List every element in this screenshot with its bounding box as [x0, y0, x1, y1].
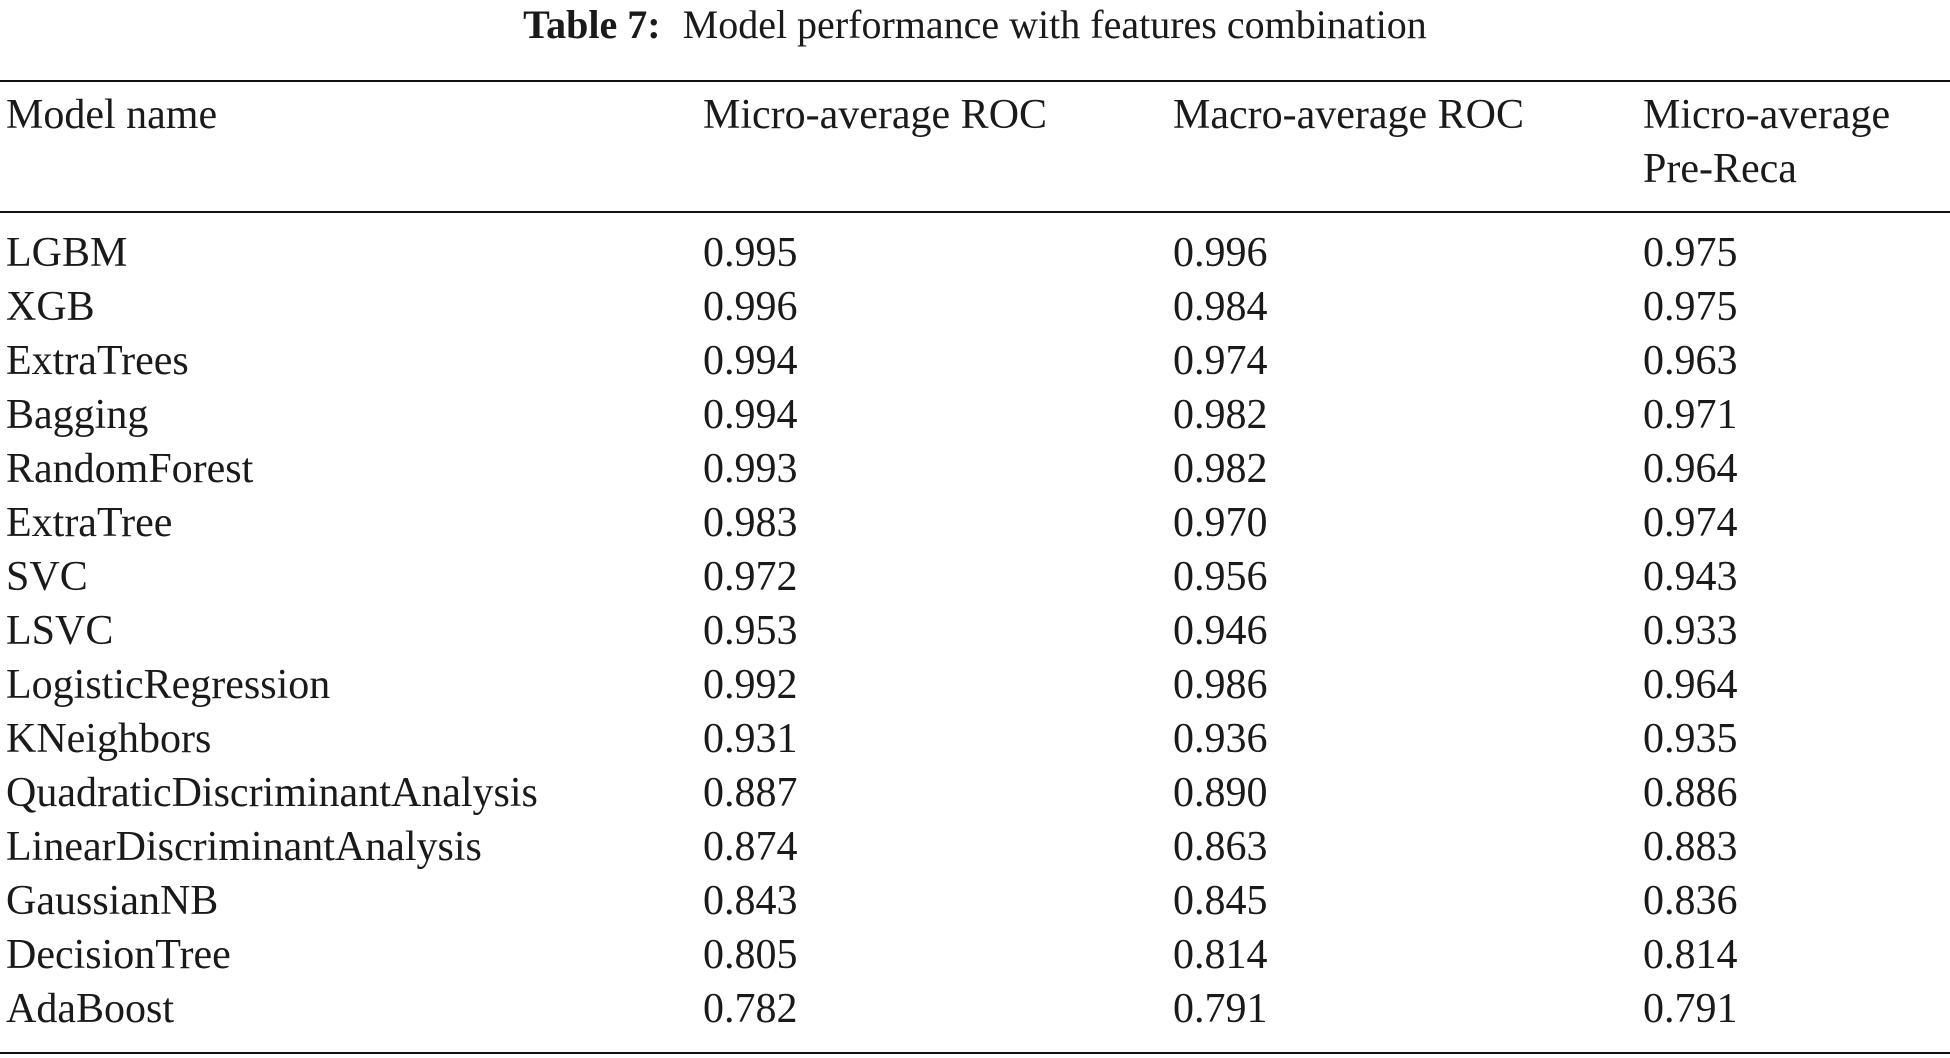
micro-pre-reca-cell: 0.963	[1643, 338, 1738, 384]
table-row: GaussianNB 0.843 0.845 0.836	[0, 874, 1950, 928]
micro-roc-cell: 0.994	[703, 392, 798, 438]
caption-text: Model performance with features combinat…	[682, 2, 1427, 47]
micro-roc-cell: 0.782	[703, 986, 798, 1032]
micro-roc-cell: 0.953	[703, 608, 798, 654]
header-micro-average-pre-reca-line1: Micro-average	[1643, 92, 1891, 138]
micro-roc-cell: 0.995	[703, 230, 798, 276]
micro-roc-cell: 0.992	[703, 662, 798, 708]
micro-roc-cell: 0.993	[703, 446, 798, 492]
model-name-cell: LinearDiscriminantAnalysis	[6, 824, 482, 870]
model-name-cell: ExtraTree	[6, 500, 173, 546]
micro-roc-cell: 0.887	[703, 770, 798, 816]
micro-pre-reca-cell: 0.791	[1643, 986, 1738, 1032]
macro-roc-cell: 0.936	[1173, 716, 1268, 762]
caption-label: Table 7:	[523, 2, 661, 47]
table-row: LGBM 0.995 0.996 0.975	[0, 226, 1950, 280]
micro-pre-reca-cell: 0.975	[1643, 284, 1738, 330]
table-row: AdaBoost 0.782 0.791 0.791	[0, 982, 1950, 1036]
macro-roc-cell: 0.996	[1173, 230, 1268, 276]
table-row: ExtraTree 0.983 0.970 0.974	[0, 496, 1950, 550]
table-row: Bagging 0.994 0.982 0.971	[0, 388, 1950, 442]
model-name-cell: GaussianNB	[6, 878, 219, 924]
micro-roc-cell: 0.843	[703, 878, 798, 924]
header-model-name: Model name	[6, 92, 218, 138]
micro-pre-reca-cell: 0.935	[1643, 716, 1738, 762]
macro-roc-cell: 0.982	[1173, 446, 1268, 492]
table-top-rule	[0, 80, 1950, 82]
model-name-cell: LSVC	[6, 608, 114, 654]
table-bottom-rule	[0, 1052, 1950, 1054]
micro-roc-cell: 0.983	[703, 500, 798, 546]
macro-roc-cell: 0.982	[1173, 392, 1268, 438]
table-row: LSVC 0.953 0.946 0.933	[0, 604, 1950, 658]
macro-roc-cell: 0.890	[1173, 770, 1268, 816]
micro-pre-reca-cell: 0.974	[1643, 500, 1738, 546]
table-header-rule	[0, 211, 1950, 213]
model-name-cell: SVC	[6, 554, 88, 600]
macro-roc-cell: 0.986	[1173, 662, 1268, 708]
table-row: LinearDiscriminantAnalysis 0.874 0.863 0…	[0, 820, 1950, 874]
micro-roc-cell: 0.931	[703, 716, 798, 762]
table-caption: Table 7: Model performance with features …	[0, 0, 1950, 50]
micro-pre-reca-cell: 0.883	[1643, 824, 1738, 870]
macro-roc-cell: 0.956	[1173, 554, 1268, 600]
micro-pre-reca-cell: 0.964	[1643, 446, 1738, 492]
model-name-cell: ExtraTrees	[6, 338, 189, 384]
micro-roc-cell: 0.994	[703, 338, 798, 384]
table-row: ExtraTrees 0.994 0.974 0.963	[0, 334, 1950, 388]
header-macro-average-roc: Macro-average ROC	[1173, 92, 1525, 138]
table-row: DecisionTree 0.805 0.814 0.814	[0, 928, 1950, 982]
micro-pre-reca-cell: 0.886	[1643, 770, 1738, 816]
micro-roc-cell: 0.996	[703, 284, 798, 330]
macro-roc-cell: 0.791	[1173, 986, 1268, 1032]
micro-pre-reca-cell: 0.943	[1643, 554, 1738, 600]
table-row: QuadraticDiscriminantAnalysis 0.887 0.89…	[0, 766, 1950, 820]
micro-pre-reca-cell: 0.836	[1643, 878, 1738, 924]
micro-pre-reca-cell: 0.814	[1643, 932, 1738, 978]
model-name-cell: RandomForest	[6, 446, 254, 492]
model-name-cell: AdaBoost	[6, 986, 174, 1032]
header-micro-average-roc: Micro-average ROC	[703, 92, 1048, 138]
header-micro-average-pre-reca-line2: Pre-Reca	[1643, 146, 1797, 192]
model-name-cell: XGB	[6, 284, 95, 330]
macro-roc-cell: 0.863	[1173, 824, 1268, 870]
macro-roc-cell: 0.845	[1173, 878, 1268, 924]
table-header: Model name Micro-average ROC Macro-avera…	[0, 88, 1950, 198]
model-name-cell: DecisionTree	[6, 932, 231, 978]
model-name-cell: KNeighbors	[6, 716, 212, 762]
table-row: SVC 0.972 0.956 0.943	[0, 550, 1950, 604]
table-row: LogisticRegression 0.992 0.986 0.964	[0, 658, 1950, 712]
model-name-cell: LGBM	[6, 230, 128, 276]
macro-roc-cell: 0.970	[1173, 500, 1268, 546]
model-name-cell: Bagging	[6, 392, 149, 438]
micro-pre-reca-cell: 0.975	[1643, 230, 1738, 276]
micro-pre-reca-cell: 0.933	[1643, 608, 1738, 654]
macro-roc-cell: 0.974	[1173, 338, 1268, 384]
macro-roc-cell: 0.984	[1173, 284, 1268, 330]
model-name-cell: LogisticRegression	[6, 662, 331, 708]
table-body: LGBM 0.995 0.996 0.975 XGB 0.996 0.984 0…	[0, 226, 1950, 1036]
micro-roc-cell: 0.972	[703, 554, 798, 600]
table-row: RandomForest 0.993 0.982 0.964	[0, 442, 1950, 496]
macro-roc-cell: 0.814	[1173, 932, 1268, 978]
table-row: XGB 0.996 0.984 0.975	[0, 280, 1950, 334]
micro-roc-cell: 0.805	[703, 932, 798, 978]
micro-roc-cell: 0.874	[703, 824, 798, 870]
model-name-cell: QuadraticDiscriminantAnalysis	[6, 770, 538, 816]
macro-roc-cell: 0.946	[1173, 608, 1268, 654]
micro-pre-reca-cell: 0.964	[1643, 662, 1738, 708]
micro-pre-reca-cell: 0.971	[1643, 392, 1738, 438]
table-row: KNeighbors 0.931 0.936 0.935	[0, 712, 1950, 766]
